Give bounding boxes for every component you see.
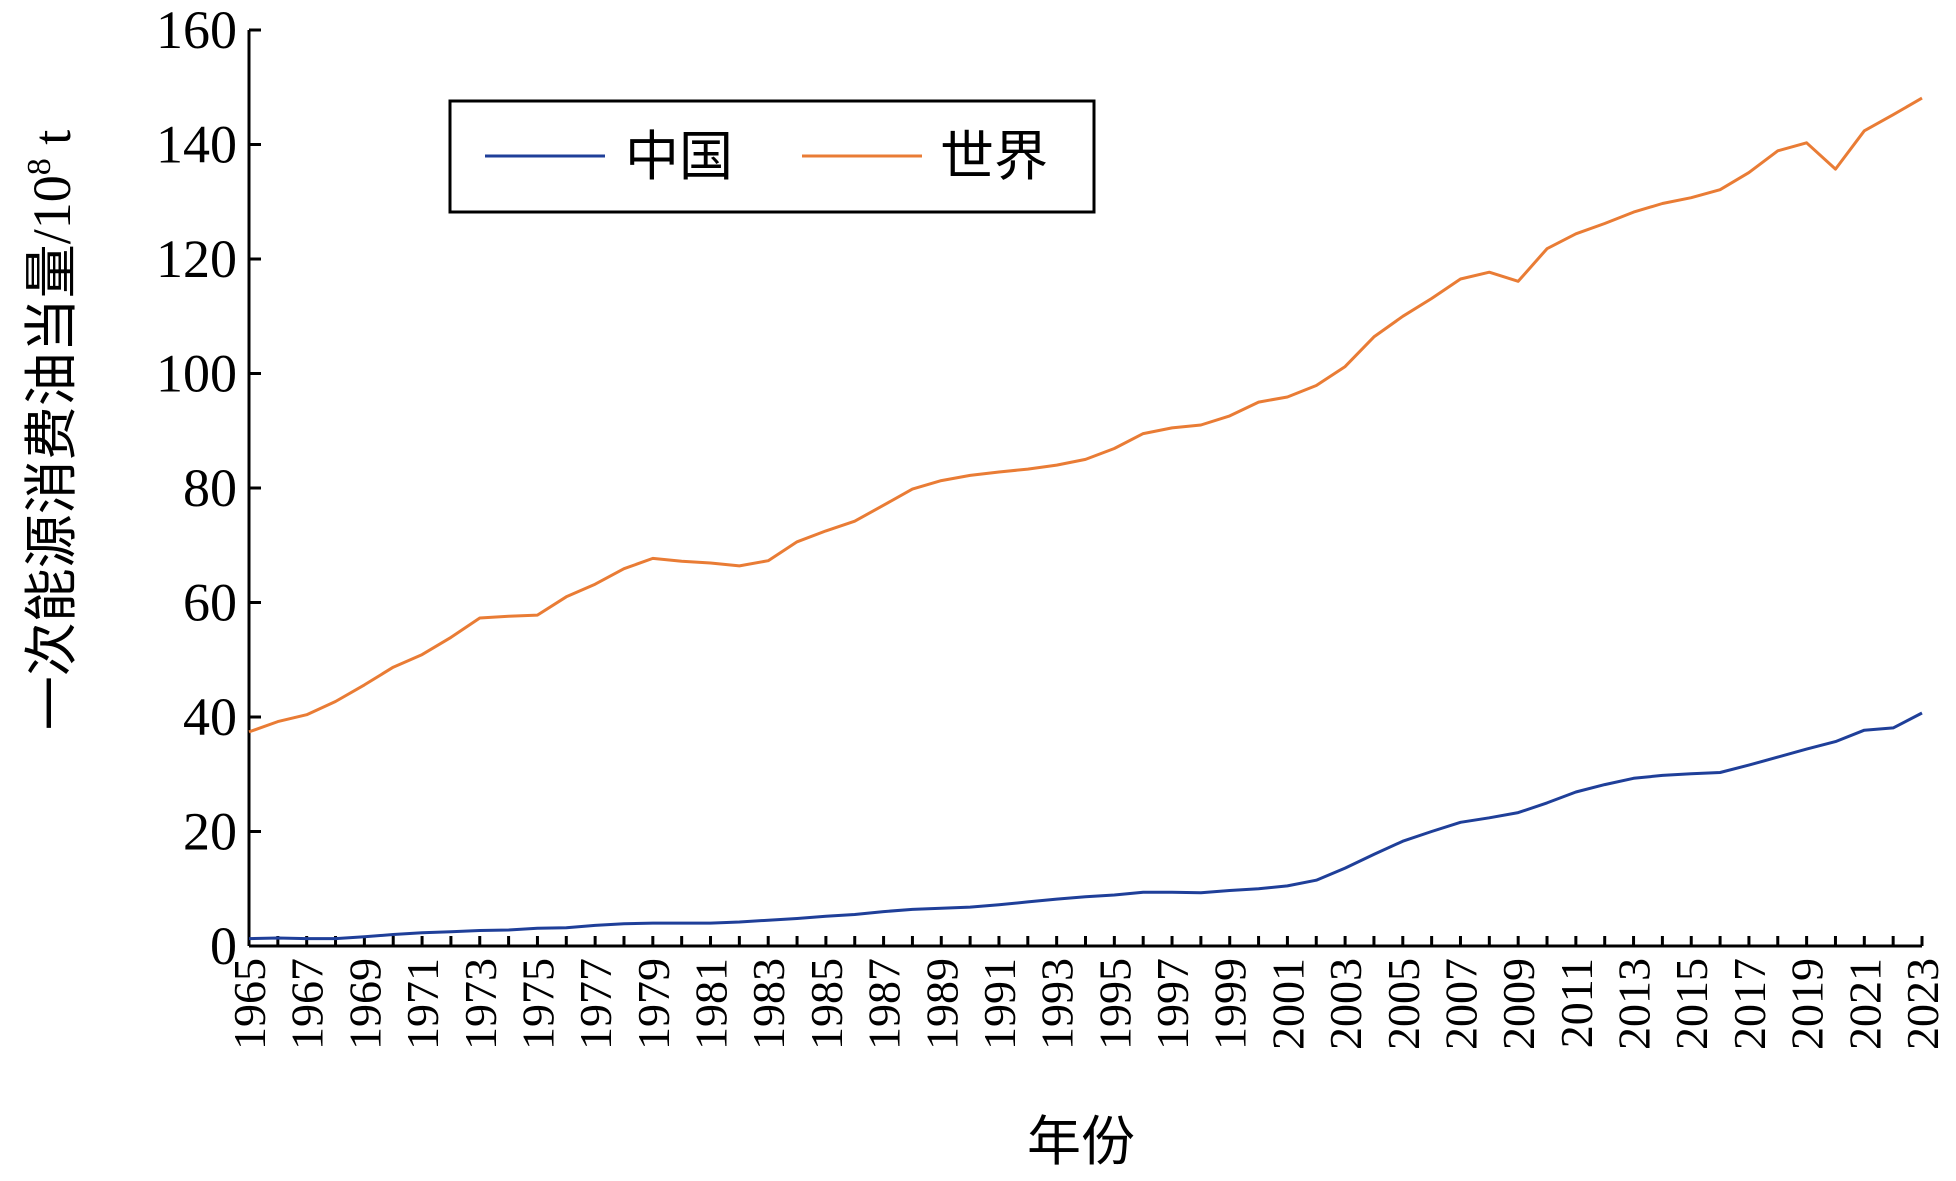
y-ticks: 0 20 40 60 80 100 120 140 160 — [156, 0, 261, 976]
series-world — [248, 96, 1923, 734]
x-tick-label: 1977 — [570, 958, 621, 1050]
x-tick-label: 1971 — [397, 958, 448, 1050]
x-tick-label: 2009 — [1493, 958, 1544, 1050]
y-axis-title: 一次能源消费油当量/108 t — [21, 130, 82, 731]
x-tick-label: 2011 — [1551, 958, 1602, 1048]
x-tick-label: 2021 — [1839, 958, 1890, 1050]
series-china — [248, 711, 1923, 941]
x-tick-label: 1965 — [224, 958, 275, 1050]
y-tick-label: 120 — [156, 229, 237, 289]
x-tick-label: 1973 — [455, 958, 506, 1050]
x-tick-label: 2005 — [1378, 958, 1429, 1050]
x-tick-label: 2001 — [1262, 958, 1313, 1050]
x-tick-label: 1979 — [628, 958, 679, 1050]
x-tick-label: 1983 — [743, 958, 794, 1050]
x-tick-label: 2013 — [1609, 958, 1660, 1050]
x-tick-label: 1967 — [282, 958, 333, 1050]
y-tick-label: 160 — [156, 0, 237, 60]
y-axis-title-unit: t — [22, 130, 82, 159]
x-tick-label: 2017 — [1724, 958, 1775, 1050]
y-axis-title-superscript: 8 — [21, 158, 58, 175]
y-tick-label: 0 — [210, 916, 237, 976]
legend-label-world: 世界 — [940, 127, 1048, 187]
x-tick-label: 1989 — [916, 958, 967, 1050]
y-axis-title-main: 一次能源消费油当量/10 — [22, 175, 82, 730]
y-tick-label: 100 — [156, 344, 237, 404]
x-tick-label: 1981 — [686, 958, 737, 1050]
x-tick-label: 2015 — [1666, 958, 1717, 1050]
x-tick-label: 1993 — [1032, 958, 1083, 1050]
x-tick-label: 1999 — [1205, 958, 1256, 1050]
y-tick-label: 140 — [156, 115, 237, 175]
x-tick-label: 1985 — [801, 958, 852, 1050]
x-tick-label: 2023 — [1897, 958, 1948, 1050]
x-tick-label: 2003 — [1320, 958, 1371, 1050]
series-layer — [248, 96, 1923, 941]
x-tick-label: 1997 — [1147, 958, 1198, 1050]
y-tick-label: 20 — [183, 802, 237, 862]
x-tick-label: 2007 — [1435, 958, 1486, 1050]
x-tick-label: 1987 — [859, 958, 910, 1050]
x-tick-label: 1975 — [512, 958, 563, 1050]
x-tick-label: 1995 — [1089, 958, 1140, 1050]
series-line — [248, 711, 1923, 941]
legend: 中国 世界 — [448, 99, 1096, 214]
x-axis-title: 年份 — [1027, 1112, 1135, 1172]
y-tick-label: 40 — [183, 687, 237, 747]
x-tick-label: 1991 — [974, 958, 1025, 1050]
legend-label-china: 中国 — [625, 127, 733, 187]
y-tick-label: 60 — [183, 573, 237, 633]
x-tick-label: 2019 — [1782, 958, 1833, 1050]
y-tick-label: 80 — [183, 458, 237, 518]
x-tick-label: 1969 — [339, 958, 390, 1050]
x-ticks: 1965 1967 1969 1971 1973 1975 1977 1979 1981 1983… — [224, 936, 1948, 1050]
series-line — [248, 96, 1923, 734]
